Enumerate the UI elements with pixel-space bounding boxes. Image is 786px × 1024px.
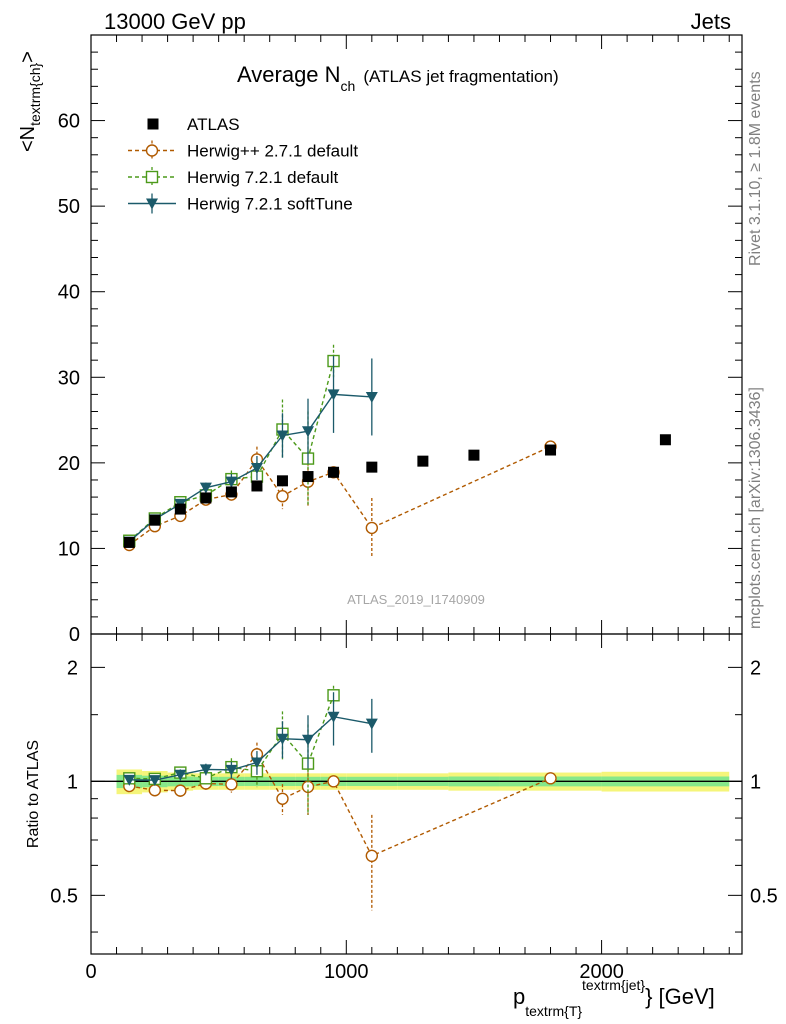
series-1-ratio-point xyxy=(327,775,340,788)
x-axis-label-end: } [GeV] xyxy=(645,984,715,1009)
x-axis-label-sub: textrm{T} xyxy=(525,1003,582,1019)
series-1-ratio-point xyxy=(276,792,289,805)
series-3-point xyxy=(365,391,378,403)
y-axis-label-main-sub: textrm{ch} xyxy=(27,63,43,126)
series-3-ratio-point xyxy=(148,775,161,787)
series-3-ratio-point xyxy=(302,734,314,746)
atlas-data-point xyxy=(174,503,186,515)
atlas-data-point xyxy=(149,514,161,526)
legend-marker xyxy=(145,144,159,157)
y-tick-label: 50 xyxy=(58,196,80,218)
series-3-point xyxy=(250,462,263,474)
plot-title-main: Average N xyxy=(237,62,341,87)
x-axis-label-sup: textrm{jet} xyxy=(582,977,645,993)
rivet-version-label: Rivet 3.1.10, ≥ 1.8M events xyxy=(747,71,764,266)
ratio-tick-label: 1 xyxy=(67,771,78,793)
series-1-point xyxy=(276,490,289,503)
atlas-data-point xyxy=(225,486,237,498)
ratio-tick-label: 0.5 xyxy=(50,885,78,907)
legend-label: Herwig 7.2.1 softTune xyxy=(187,195,353,214)
x-tick-label: 1000 xyxy=(324,961,369,983)
series-3-ratio-point xyxy=(365,718,378,730)
series-3-ratio-point xyxy=(250,757,263,769)
y-axis-label-main-end: > xyxy=(17,51,39,63)
atlas-data-point xyxy=(123,536,135,548)
legend-marker xyxy=(146,198,158,210)
series-3-point xyxy=(327,389,340,401)
x-axis-label: ptextrm{T}textrm{jet}} [GeV] xyxy=(513,977,715,1019)
y-axis-label-main-start: <N xyxy=(17,126,39,152)
series-3-ratio-point xyxy=(225,764,238,776)
atlas-data-point xyxy=(200,492,212,504)
series-1-ratio-point xyxy=(225,778,238,791)
mcplots-label: mcplots.cern.ch [arXiv:1306.3436] xyxy=(747,387,764,629)
legend-label: ATLAS xyxy=(187,115,240,134)
atlas-data-point xyxy=(251,480,263,492)
legend-label: Herwig 7.2.1 default xyxy=(187,168,338,187)
atlas-data-point xyxy=(545,444,557,456)
ratio-tick-label-right: 1 xyxy=(750,771,761,793)
legend-marker xyxy=(145,170,159,184)
series-3-ratio-point xyxy=(199,764,212,776)
legend-label: Herwig++ 2.7.1 default xyxy=(187,142,358,161)
series-3-ratio-point xyxy=(276,733,289,745)
series-3-point xyxy=(276,430,289,442)
y-tick-label: 40 xyxy=(58,282,80,304)
series-3-ratio-point xyxy=(123,774,136,786)
plot-title-note: (ATLAS jet fragmentation) xyxy=(363,67,558,86)
series-1-ratio-point xyxy=(365,849,379,863)
atlas-data-point xyxy=(366,461,378,473)
series-3-point xyxy=(199,482,212,494)
ratio-plot-frame xyxy=(90,633,743,955)
x-axis-label-start: p xyxy=(513,984,525,1009)
series-1-ratio-point xyxy=(544,772,557,785)
process-label: 13000 GeV pp xyxy=(104,9,246,34)
category-label: Jets xyxy=(691,9,731,34)
ratio-tick-label-right: 0.5 xyxy=(750,885,778,907)
series-1-point xyxy=(365,521,379,535)
atlas-data-point xyxy=(468,449,480,461)
series-3-ratio-point xyxy=(327,711,340,723)
y-axis-label-ratio: Ratio to ATLAS xyxy=(25,740,42,848)
y-tick-label: 30 xyxy=(58,367,80,389)
series-3-point xyxy=(225,476,238,488)
series-3-point xyxy=(302,426,314,438)
y-tick-label: 20 xyxy=(58,453,80,475)
series-3-ratio-line xyxy=(129,715,372,781)
y-axis-label-main: <Ntextrm{ch}> xyxy=(17,51,43,152)
legend-marker-atlas xyxy=(147,118,159,130)
series-1-ratio-point xyxy=(174,784,187,797)
x-tick-label: 2000 xyxy=(579,961,624,983)
atlas-data-point xyxy=(659,434,671,446)
series-1-ratio-point xyxy=(148,784,162,797)
plot-title-sub: ch xyxy=(341,78,356,94)
atlas-data-point xyxy=(302,471,314,483)
legend: ATLAS Herwig++ 2.7.1 default Herwig 7.2.1 … xyxy=(128,115,358,214)
series-3-line xyxy=(128,393,372,543)
atlas-data-point xyxy=(328,466,340,478)
series-3-ratio-point xyxy=(174,769,187,781)
x-tick-label: 0 xyxy=(85,961,96,983)
series-1-ratio-line xyxy=(129,753,551,857)
analysis-watermark: ATLAS_2019_I1740909 xyxy=(347,592,485,607)
tick-layer: 0 1000 2000 0 10 20 30 40 50 60 0.5 0.5 1 1 2 2 xyxy=(50,34,778,983)
ratio-tick-label: 2 xyxy=(67,657,78,679)
series-1-line xyxy=(128,445,551,546)
atlas-data-point xyxy=(276,475,288,487)
plot-title: Average Nch (ATLAS jet fragmentation) xyxy=(237,62,559,94)
y-tick-label: 0 xyxy=(69,624,80,646)
y-tick-label: 10 xyxy=(58,538,80,560)
y-tick-label: 60 xyxy=(58,111,80,133)
series-layer xyxy=(123,344,671,911)
atlas-data-point xyxy=(417,455,429,467)
ratio-tick-label-right: 2 xyxy=(750,657,761,679)
